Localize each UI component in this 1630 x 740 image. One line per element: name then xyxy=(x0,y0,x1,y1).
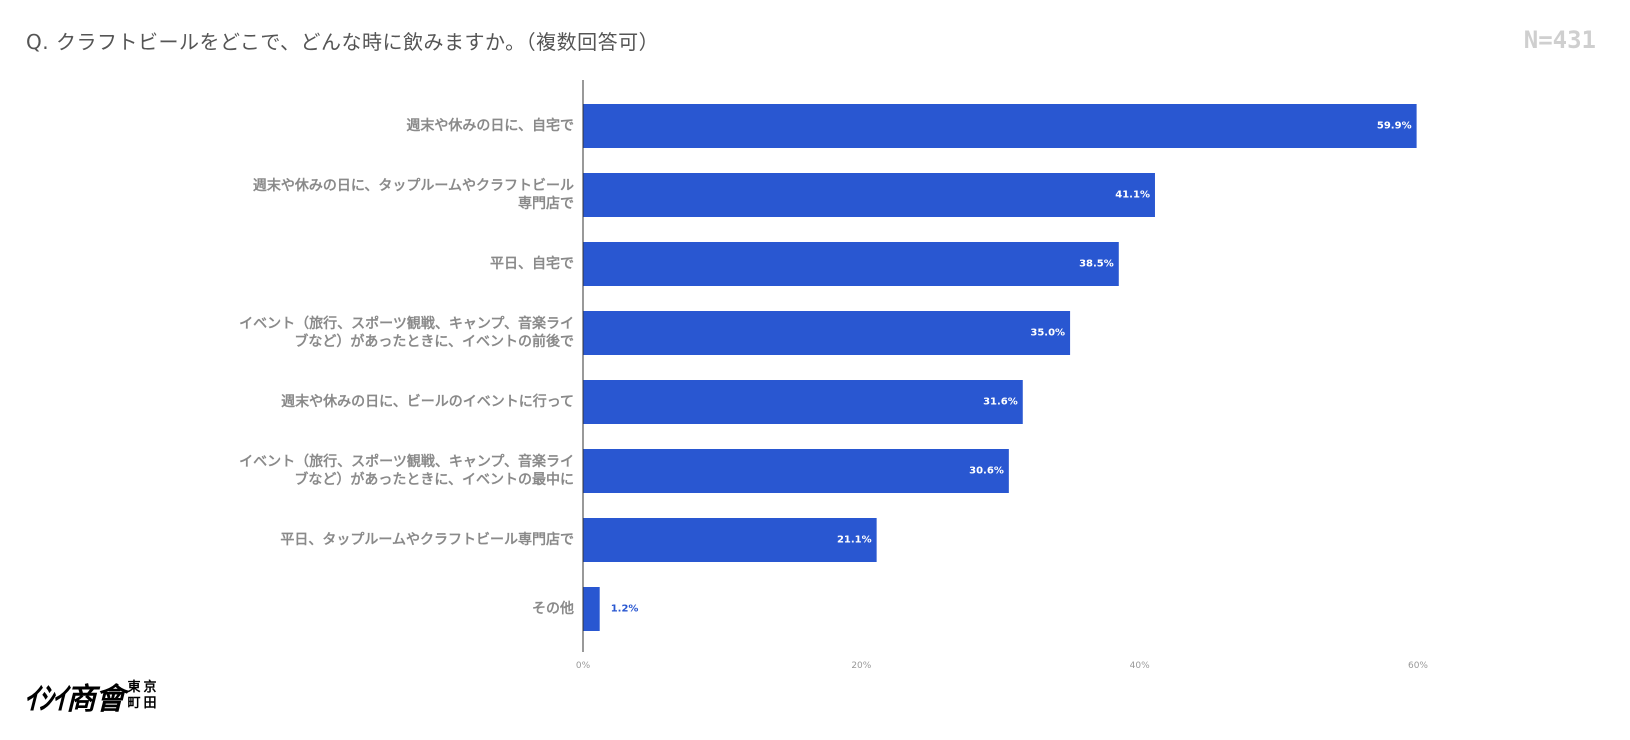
category-label: 週末や休みの日に、ビールのイベントに行って xyxy=(281,393,574,410)
sample-size-label: N=431 xyxy=(1523,26,1596,54)
data-label: 31.6% xyxy=(983,397,1018,408)
bar xyxy=(583,587,600,631)
category-label: イベント（旅行、スポーツ観戦、キャンプ、音楽ライブなど）があったときに、イベント… xyxy=(239,315,574,350)
x-tick-label: 20% xyxy=(851,661,871,671)
data-label: 21.1% xyxy=(837,535,872,546)
x-tick-label: 60% xyxy=(1408,661,1428,671)
bar xyxy=(583,242,1119,286)
company-logo: ｲｼｲ商會 東 京 町 田 xyxy=(24,676,158,717)
bar xyxy=(583,518,877,562)
logo-char: 東 xyxy=(127,680,141,695)
bar xyxy=(583,311,1071,355)
category-label: 平日、タップルームやクラフトビール専門店で xyxy=(280,531,574,548)
data-label: 30.6% xyxy=(969,466,1004,477)
bar xyxy=(583,173,1155,217)
logo-char: 町 xyxy=(127,696,141,711)
category-label: イベント（旅行、スポーツ観戦、キャンプ、音楽ライブなど）があったときに、イベント… xyxy=(239,453,574,488)
bar xyxy=(583,449,1009,493)
question-title: Q. クラフトビールをどこで、どんな時に飲みますか。（複数回答可） xyxy=(26,30,660,54)
data-label: 1.2% xyxy=(611,604,639,615)
data-label: 35.0% xyxy=(1030,328,1065,339)
logo-char: 京 xyxy=(143,680,157,695)
data-label: 41.1% xyxy=(1115,190,1150,201)
bar xyxy=(583,380,1023,424)
logo-char: 田 xyxy=(143,696,157,711)
logo-wordmark: ｲｼｲ商會 xyxy=(24,682,125,717)
category-label: 週末や休みの日に、自宅で xyxy=(406,117,574,134)
logo-location: 東 京 町 田 xyxy=(126,680,158,712)
bar xyxy=(583,104,1417,148)
category-label: 週末や休みの日に、タップルームやクラフトビール専門店で xyxy=(253,177,574,212)
category-label: その他 xyxy=(532,600,574,617)
x-tick-label: 0% xyxy=(576,661,591,671)
x-tick-label: 40% xyxy=(1130,661,1150,671)
data-label: 38.5% xyxy=(1079,259,1114,270)
data-label: 59.9% xyxy=(1377,121,1412,132)
category-label: 平日、自宅で xyxy=(490,255,574,272)
